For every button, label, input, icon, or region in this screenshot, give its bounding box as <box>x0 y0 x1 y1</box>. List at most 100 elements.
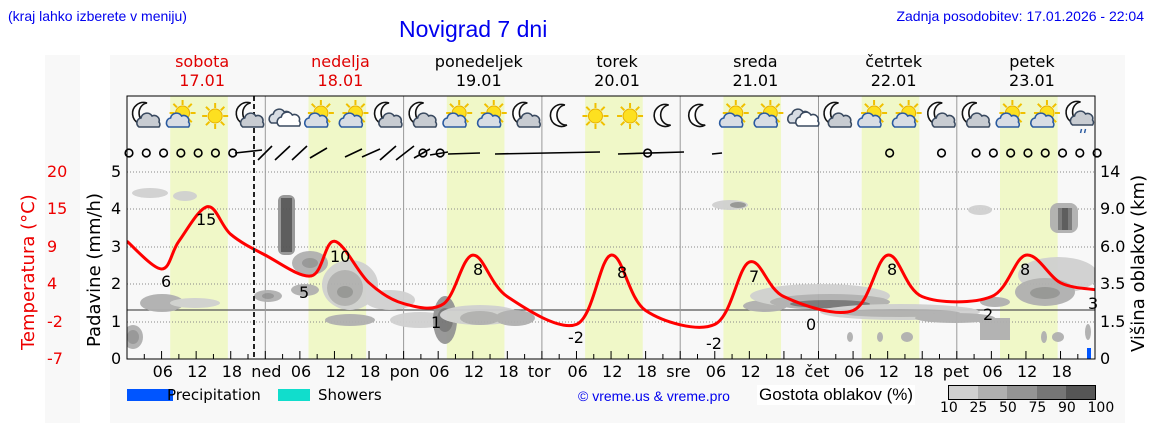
wind-row <box>124 145 1102 161</box>
x-tick-label: 06 <box>290 362 312 381</box>
x-tick-label: 06 <box>567 362 588 381</box>
x-tick-label: 06 <box>429 362 450 381</box>
temperature-extreme-labels: 6 15 5 10 1 8 -2 8 -2 7 0 8 2 8 3 <box>161 210 1098 353</box>
day-name: četrtek <box>865 52 923 71</box>
density-swatch <box>949 386 979 399</box>
density-tick: 25 <box>969 400 988 416</box>
sun-cloud-icon <box>753 100 784 128</box>
axis-tick-label: -7 <box>47 349 63 368</box>
x-tick-label: tor <box>527 362 551 381</box>
x-tick-label: 18 <box>360 362 381 381</box>
density-tick: 75 <box>1028 400 1047 416</box>
density-tick: 90 <box>1058 400 1076 416</box>
day-date: 19.01 <box>455 71 502 90</box>
x-tick-label: ned <box>251 362 282 381</box>
x-tick-label: 12 <box>1016 362 1038 381</box>
density-swatch <box>978 386 1008 399</box>
cloud-density-scale <box>948 385 1096 400</box>
moon-cloud-icon <box>823 101 853 128</box>
day-date: 23.01 <box>1009 71 1055 90</box>
axis-tick-label: 3.5 <box>1100 274 1126 293</box>
svg-text:6: 6 <box>161 272 171 291</box>
precipitation-swatch <box>127 389 173 401</box>
grid-lines <box>127 171 1095 323</box>
cloud-density <box>127 188 1095 349</box>
sun-icon <box>617 103 644 129</box>
svg-text:0: 0 <box>806 315 816 334</box>
day-name: ponedeljek <box>434 52 523 71</box>
day-header-6: petek 23.01 <box>972 52 1092 90</box>
day-header-1: nedelja 18.01 <box>280 52 400 90</box>
x-tick-label: 12 <box>602 362 623 381</box>
x-tick-label: 12 <box>463 362 485 381</box>
day-date: 20.01 <box>594 71 640 90</box>
moon-cloud-icon <box>373 101 403 128</box>
density-swatch <box>1007 386 1037 399</box>
copyright-link[interactable]: © vreme.us & vreme.pro <box>578 388 730 404</box>
day-date: 22.01 <box>870 71 917 90</box>
sun-cloud-icon <box>165 100 196 128</box>
day-name: nedelja <box>311 52 370 71</box>
density-tick: 10 <box>940 400 958 416</box>
showers-legend-label: Showers <box>318 386 382 404</box>
density-swatch <box>1065 386 1096 399</box>
axis-tick-label: 1.5 <box>1100 312 1126 331</box>
sun-cloud-icon <box>857 100 888 128</box>
svg-text:2: 2 <box>983 305 993 324</box>
day-name: torek <box>596 52 638 71</box>
weather-icons-row <box>131 100 1095 134</box>
sun-cloud-icon <box>718 100 749 128</box>
svg-text:3: 3 <box>1088 294 1098 313</box>
svg-text:7: 7 <box>749 267 759 286</box>
axis-tick-label: 9.0 <box>1100 199 1126 218</box>
sun-cloud-icon <box>476 100 507 128</box>
moon-icon <box>549 103 568 128</box>
axis-tick-label: 9 <box>47 237 58 256</box>
sun-cloud-icon <box>891 100 922 128</box>
moon-icon <box>688 103 706 128</box>
sun-cloud-icon <box>303 100 334 128</box>
density-tick: 50 <box>999 400 1017 416</box>
x-tick-label: 18 <box>774 362 796 381</box>
moon-cloud-rain-icon <box>1065 100 1095 134</box>
day-name: petek <box>1009 52 1055 71</box>
page-title: Novigrad 7 dni <box>399 16 548 42</box>
axis-tick-label: 4 <box>111 199 122 218</box>
svg-text:8: 8 <box>473 260 483 279</box>
axis-tick-label: 6.0 <box>1100 237 1126 256</box>
svg-text:1: 1 <box>431 313 441 332</box>
sun-icon <box>202 103 229 129</box>
cloud-icon <box>268 108 301 127</box>
day-header-5: četrtek 22.01 <box>834 52 954 90</box>
axis-tick-label: 20 <box>47 162 68 181</box>
x-tick-label: 06 <box>982 362 1003 381</box>
x-tick-label: pon <box>389 362 420 381</box>
precipitation-bar <box>1087 348 1091 359</box>
sun-icon <box>582 103 609 129</box>
last-update: Zadnja posodobitev: 17.01.2026 - 22:04 <box>896 8 1144 24</box>
day-date: 18.01 <box>317 71 364 90</box>
axis-tick-label: -2 <box>47 312 63 331</box>
day-header-2: ponedeljek 19.01 <box>419 52 539 90</box>
x-tick-label: 18 <box>1051 362 1072 381</box>
axis-tick-label: 3 <box>111 237 122 256</box>
axis-tick-label: 0 <box>1100 349 1111 368</box>
axis-tick-label: 14 <box>1100 162 1121 181</box>
daylight-bands <box>170 96 1058 359</box>
x-tick-label: 12 <box>187 362 208 381</box>
moon-icon <box>653 103 672 128</box>
location-menu-hint[interactable]: (kraj lahko izberete v meniju) <box>8 8 187 24</box>
x-tick-label: čet <box>804 362 830 381</box>
day-header-3: torek 20.01 <box>557 52 677 90</box>
showers-swatch <box>278 389 310 401</box>
x-tick-label: 06 <box>844 362 865 381</box>
axis-tick-label: 1 <box>111 312 122 331</box>
svg-text:8: 8 <box>617 263 627 282</box>
day-name: sreda <box>733 52 778 71</box>
day-name: sobota <box>175 52 230 71</box>
svg-text:8: 8 <box>1020 260 1030 279</box>
cloud-icon <box>787 108 820 127</box>
sun-cloud-icon <box>442 100 473 128</box>
moon-cloud-icon <box>927 101 956 128</box>
